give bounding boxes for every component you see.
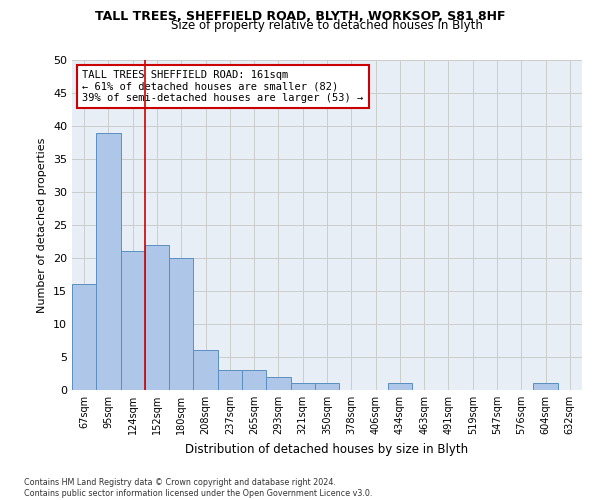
Text: Contains HM Land Registry data © Crown copyright and database right 2024.
Contai: Contains HM Land Registry data © Crown c… (24, 478, 373, 498)
Bar (193, 350, 218, 390)
Bar (266, 377, 290, 390)
Text: TALL TREES, SHEFFIELD ROAD, BLYTH, WORKSOP, S81 8HF: TALL TREES, SHEFFIELD ROAD, BLYTH, WORKS… (95, 10, 505, 23)
Text: TALL TREES SHEFFIELD ROAD: 161sqm
← 61% of detached houses are smaller (82)
39% : TALL TREES SHEFFIELD ROAD: 161sqm ← 61% … (82, 70, 364, 103)
Bar (121, 252, 145, 390)
Bar (388, 384, 412, 390)
X-axis label: Distribution of detached houses by size in Blyth: Distribution of detached houses by size … (185, 442, 469, 456)
Y-axis label: Number of detached properties: Number of detached properties (37, 138, 47, 312)
Bar (145, 245, 169, 390)
Bar (72, 284, 96, 390)
Bar (169, 258, 193, 390)
Bar (218, 370, 242, 390)
Bar (290, 384, 315, 390)
Bar (533, 384, 558, 390)
Bar (96, 132, 121, 390)
Title: Size of property relative to detached houses in Blyth: Size of property relative to detached ho… (171, 20, 483, 32)
Bar (242, 370, 266, 390)
Bar (315, 384, 339, 390)
